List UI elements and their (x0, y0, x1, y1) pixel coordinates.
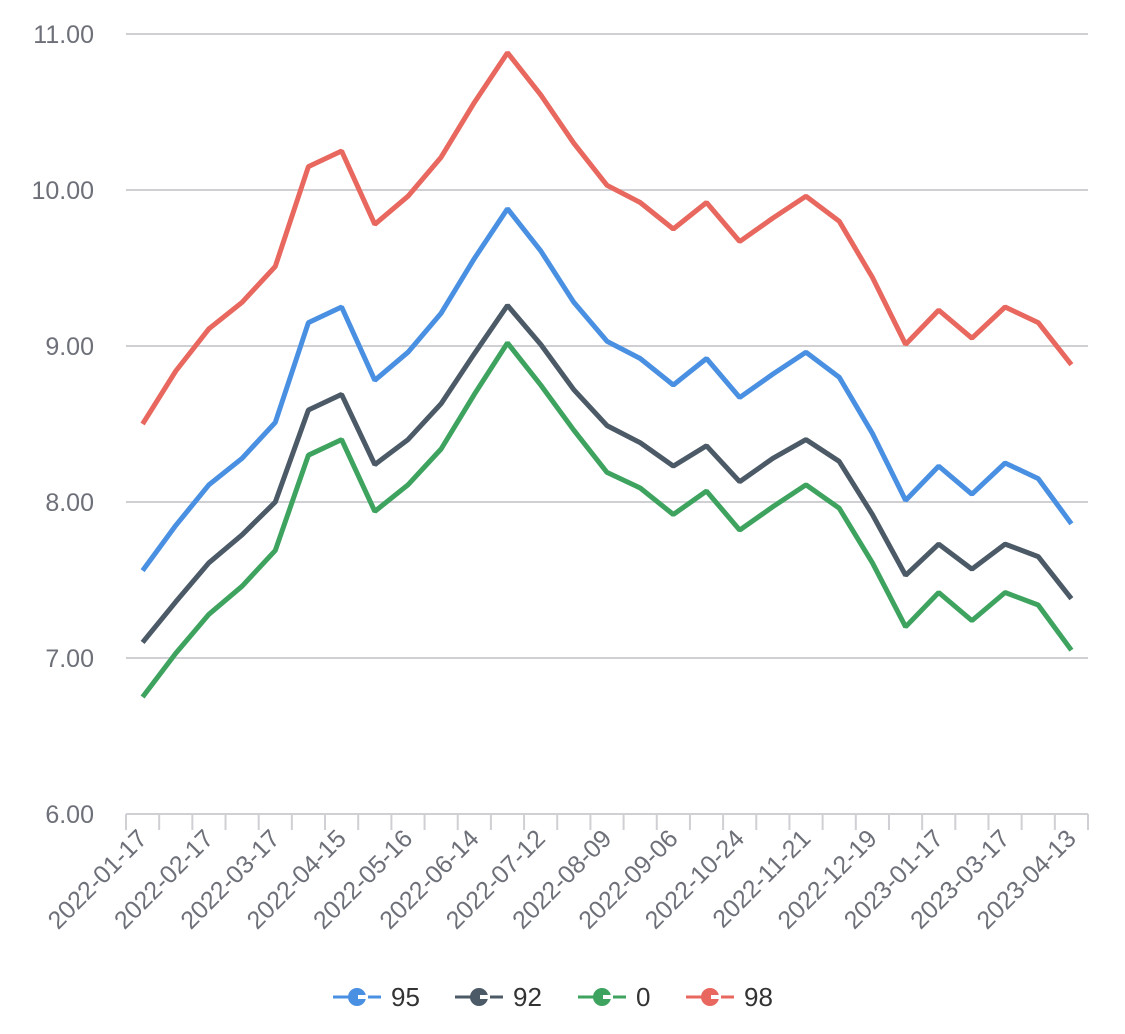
legend-marker-notch (358, 995, 368, 999)
legend-label: 95 (391, 982, 420, 1012)
legend-marker-notch (603, 995, 613, 999)
x-axis: 2022-01-172022-02-172022-03-172022-04-15… (43, 813, 1089, 935)
y-tick-label: 9.00 (45, 333, 94, 361)
y-tick-label: 6.00 (45, 801, 94, 829)
series-lines (140, 51, 1074, 699)
series-line-0 (140, 341, 1074, 699)
series-line-92 (140, 303, 1074, 644)
y-axis-ticks: 6.00 7.00 8.00 9.00 10.00 11.00 (31, 21, 94, 829)
legend-item-98[interactable]: 98 (686, 982, 773, 1012)
series-line-98 (140, 51, 1074, 426)
legend-label: 98 (744, 982, 773, 1012)
legend-item-92[interactable]: 92 (455, 982, 542, 1012)
legend-marker (593, 988, 611, 1006)
legend-marker (470, 988, 488, 1006)
y-tick-label: 7.00 (45, 645, 94, 673)
legend-marker-notch (711, 995, 721, 999)
legend-item-95[interactable]: 95 (333, 982, 420, 1012)
legend[interactable]: 95 92 0 98 (333, 982, 773, 1012)
legend-item-0[interactable]: 0 (578, 982, 650, 1012)
legend-label: 0 (636, 982, 650, 1012)
y-tick-label: 10.00 (31, 177, 94, 205)
y-tick-label: 8.00 (45, 489, 94, 517)
gridlines (126, 33, 1088, 659)
legend-label: 92 (513, 982, 542, 1012)
y-tick-label: 11.00 (33, 21, 94, 49)
legend-marker-notch (480, 995, 490, 999)
series-line-95 (140, 207, 1074, 573)
legend-marker (701, 988, 719, 1006)
legend-marker (348, 988, 366, 1006)
